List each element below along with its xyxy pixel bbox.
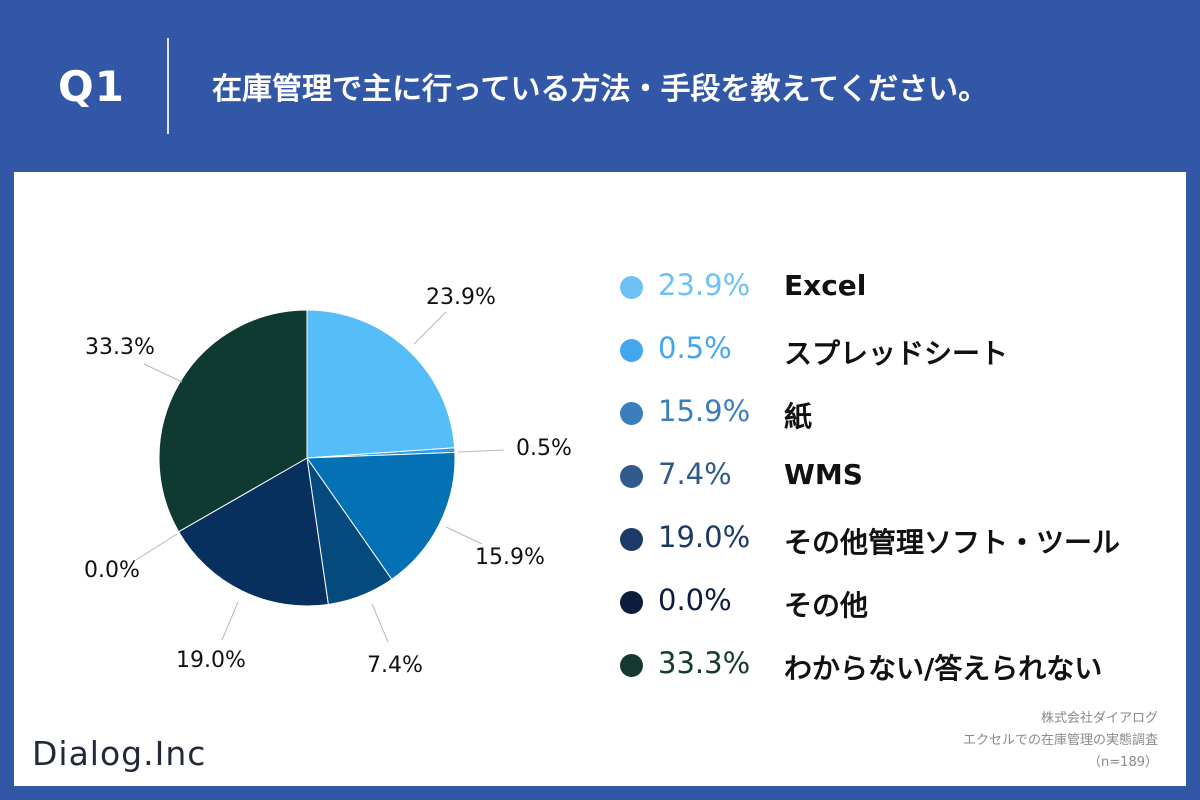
legend-label: その他 xyxy=(784,589,869,622)
legend-swatch xyxy=(620,339,643,362)
leader-line-6 xyxy=(143,363,183,383)
chart-card: 23.9% 0.5% 15.9% 7.4% 19.0% 0.0% 33.3% 23.9% Ex… xyxy=(14,172,1186,786)
pie-slice-6 xyxy=(158,309,308,533)
legend-label: その他管理ソフト・ツール xyxy=(784,526,1121,559)
slice-label-6: 33.3% xyxy=(85,335,155,360)
legend-value: 15.9% xyxy=(658,394,751,428)
legend-item: 15.9% 紙 xyxy=(620,394,1180,457)
legend-swatch xyxy=(620,591,643,614)
question-title: 在庫管理で主に行っている方法・手段を教えてください。 xyxy=(212,72,989,107)
legend-label: わからない/答えられない xyxy=(784,652,1103,685)
question-number: Q1 xyxy=(58,62,125,111)
legend-label: 紙 xyxy=(784,400,813,433)
legend-value: 19.0% xyxy=(658,520,751,554)
leader-line-2 xyxy=(445,526,483,545)
legend-label: WMS xyxy=(784,458,863,491)
leader-line-3 xyxy=(371,603,389,643)
slice-label-1: 0.5% xyxy=(516,436,572,461)
slice-label-4: 19.0% xyxy=(176,648,246,673)
pie-slice-2 xyxy=(306,451,456,581)
company-logo: Dialog.Inc xyxy=(32,734,207,773)
legend-item: 23.9% Excel xyxy=(620,268,1180,331)
legend-value: 33.3% xyxy=(658,646,751,680)
credit-sample: （n=189） xyxy=(1088,755,1158,770)
legend-swatch xyxy=(620,528,643,551)
credit-company: 株式会社ダイアログ xyxy=(1040,711,1158,726)
slice-label-0: 23.9% xyxy=(426,285,496,310)
leader-line-4 xyxy=(221,601,239,641)
credit-block: 株式会社ダイアログ エクセルでの在庫管理の実態調査 （n=189） xyxy=(963,708,1158,774)
legend-item: 19.0% その他管理ソフト・ツール xyxy=(620,520,1180,583)
leader-line-1 xyxy=(457,449,505,453)
pie-chart: 23.9% 0.5% 15.9% 7.4% 19.0% 0.0% 33.3% xyxy=(84,285,572,678)
legend-value: 0.0% xyxy=(658,583,732,617)
legend-label: Excel xyxy=(784,269,867,302)
credit-survey: エクセルでの在庫管理の実態調査 xyxy=(962,733,1158,748)
legend-label: スプレッドシート xyxy=(784,337,1009,370)
legend-value: 7.4% xyxy=(658,457,732,491)
slice-label-3: 7.4% xyxy=(367,653,423,678)
legend-value: 0.5% xyxy=(658,331,732,365)
header-bar: Q1 在庫管理で主に行っている方法・手段を教えてください。 xyxy=(0,0,1200,170)
legend-swatch xyxy=(620,402,643,425)
pie-slice-4 xyxy=(177,457,329,607)
legend-swatch xyxy=(620,276,643,299)
legend-item: 0.5% スプレッドシート xyxy=(620,331,1180,394)
slice-label-2: 15.9% xyxy=(475,545,545,570)
chart-legend: 23.9% Excel 0.5% スプレッドシート 15.9% 紙 7.4% WMS 19.0%… xyxy=(620,268,1180,709)
leader-line-5 xyxy=(135,533,178,561)
leader-line-0 xyxy=(413,311,447,345)
legend-item: 0.0% その他 xyxy=(620,583,1180,646)
pie-slice-0 xyxy=(306,309,456,459)
header-divider xyxy=(167,38,169,134)
legend-swatch xyxy=(620,465,643,488)
slice-label-5: 0.0% xyxy=(84,558,140,583)
legend-item: 7.4% WMS xyxy=(620,457,1180,520)
legend-swatch xyxy=(620,654,643,677)
legend-value: 23.9% xyxy=(658,268,751,302)
legend-item: 33.3% わからない/答えられない xyxy=(620,646,1180,709)
